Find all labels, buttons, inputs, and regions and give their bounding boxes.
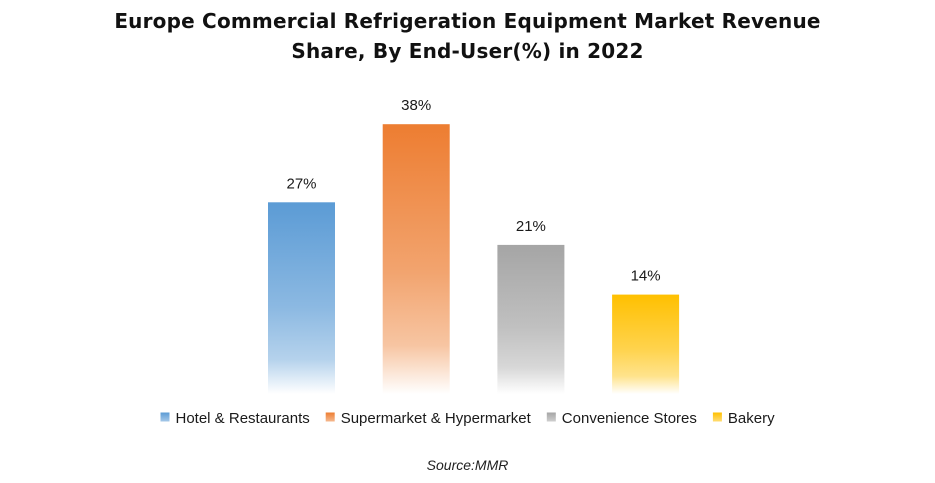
bar-4 — [612, 294, 680, 394]
bar-1 — [268, 202, 335, 394]
legend-label-3: Convenience Stores — [562, 410, 697, 427]
legend-label-4: Bakery — [728, 410, 775, 427]
bars — [268, 124, 680, 394]
legend-swatch-4 — [712, 412, 722, 422]
chart-title-line-2: Share, By End-User(%) in 2022 — [291, 39, 644, 63]
chart-title: Europe Commercial Refrigeration Equipmen… — [0, 6, 935, 66]
legend-item-2: Supermarket & Hypermarket — [325, 410, 532, 427]
legend-label-1: Hotel & Restaurants — [176, 410, 310, 427]
legend: Hotel & Restaurants Supermarket & Hyperma… — [160, 410, 775, 427]
chart-title-line-1: Europe Commercial Refrigeration Equipmen… — [114, 9, 821, 33]
value-label-3: 21% — [516, 218, 546, 235]
value-label-2: 38% — [401, 97, 431, 114]
value-label-4: 14% — [631, 268, 661, 285]
legend-item-3: Convenience Stores — [546, 410, 697, 427]
bar-2 — [382, 124, 450, 394]
value-labels: 27% 38% 21% 14% — [286, 97, 660, 284]
legend-swatch-2 — [325, 412, 335, 422]
legend-item-1: Hotel & Restaurants — [160, 410, 310, 427]
legend-swatch-1 — [160, 412, 170, 422]
bar-3 — [497, 244, 565, 394]
legend-label-2: Supermarket & Hypermarket — [341, 410, 532, 427]
value-label-1: 27% — [286, 175, 316, 192]
legend-swatch-3 — [546, 412, 556, 422]
source-note: Source:MMR — [426, 457, 509, 473]
legend-item-4: Bakery — [712, 410, 775, 427]
